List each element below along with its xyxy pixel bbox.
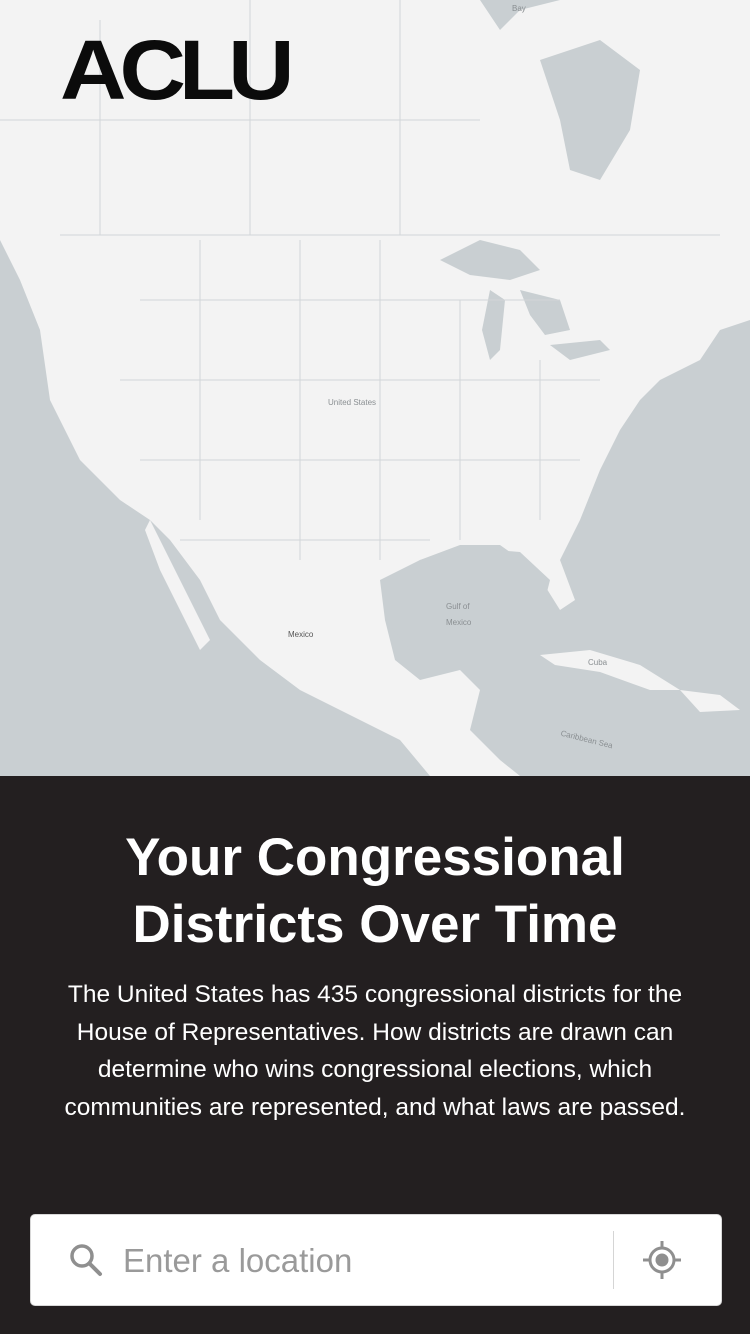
- locate-icon: [643, 1241, 681, 1279]
- page-description: The United States has 435 congressional …: [64, 981, 686, 1121]
- location-search-bar: [30, 1214, 722, 1306]
- intro-panel: Your Congressional Districts Over Time T…: [0, 776, 750, 1334]
- lake-michigan: [482, 290, 505, 360]
- map[interactable]: Bay United States Gulf of Mexico Mexico …: [0, 0, 750, 776]
- hispaniola-land: [680, 690, 740, 712]
- map-label-gulf-mexico: Mexico: [446, 618, 472, 627]
- lake-erie: [550, 340, 610, 360]
- location-input[interactable]: [121, 1229, 605, 1293]
- page-title: Your Congressional Districts Over Time: [40, 824, 710, 958]
- title-line-1: Your Congressional: [125, 828, 625, 887]
- map-tiles: [0, 0, 750, 776]
- map-label-united-states: United States: [328, 398, 377, 407]
- lake-huron: [520, 290, 570, 335]
- cuba-land: [540, 650, 680, 690]
- aclu-logo: ACLU: [60, 23, 295, 118]
- north-america-land: [0, 0, 750, 776]
- baja-land: [145, 520, 210, 650]
- title-line-2: Districts Over Time: [132, 895, 618, 954]
- search-icon: [70, 1244, 102, 1276]
- search-divider: [613, 1231, 614, 1289]
- hudson-bay: [540, 40, 640, 180]
- map-label-cuba: Cuba: [588, 658, 608, 667]
- state-borders: [0, 0, 720, 560]
- use-my-location-button[interactable]: [631, 1229, 693, 1291]
- map-label-gulf: Gulf of: [446, 602, 470, 611]
- map-label-mexico: Mexico: [288, 630, 314, 639]
- gulf-of-mexico: [380, 548, 550, 660]
- map-label-bay: Bay: [512, 4, 526, 13]
- lake-superior: [440, 240, 540, 280]
